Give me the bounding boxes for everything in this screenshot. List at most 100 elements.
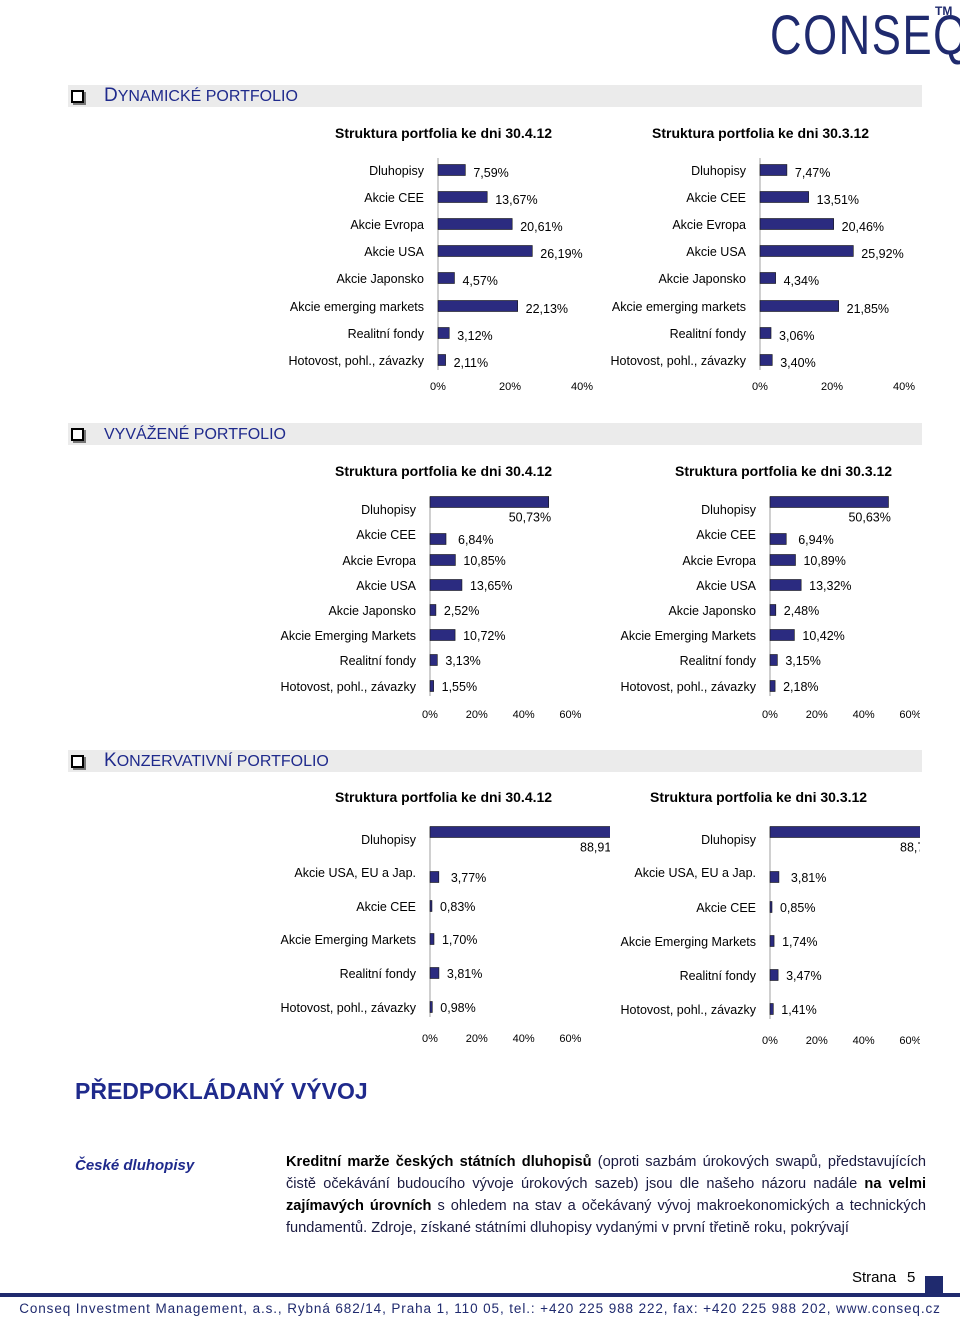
data-bar — [429, 554, 456, 566]
data-label: 3,15% — [785, 654, 820, 668]
chart-title: Struktura portfolia ke dni 30.4.12 — [335, 125, 552, 141]
logo-text: CONSEQ — [770, 3, 960, 66]
tick-label: 0% — [752, 381, 768, 393]
chart-conservative-april: Struktura portfolia ke dni 30.4.12 Dluhop… — [281, 789, 610, 1045]
data-label: 0,98% — [440, 1001, 475, 1015]
data-label: 7,47% — [795, 166, 830, 180]
data-bar — [429, 826, 610, 838]
tick-label: 20% — [466, 1033, 488, 1045]
category-label: Realitní fondy — [670, 327, 747, 341]
category-label: Dluhopisy — [701, 503, 757, 517]
category-label: Realitní fondy — [340, 654, 417, 668]
category-label: Hotovost, pohl., závazky — [611, 354, 747, 368]
data-bar — [769, 680, 776, 692]
data-label: 6,84% — [458, 533, 493, 547]
footer-contact: Conseq Investment Management, a.s., Rybn… — [19, 1301, 941, 1316]
tick-label: 40% — [513, 709, 535, 721]
chart-title: Struktura portfolia ke dni 30.4.12 — [335, 789, 552, 805]
tick-label: 20% — [806, 1035, 828, 1047]
category-label: Akcie Japonsko — [668, 604, 756, 618]
section-title: KONZERVATIVNÍ PORTFOLIO — [104, 750, 329, 771]
chart-conservative-march: Struktura portfolia ke dni 30.3.12 Dluhop… — [621, 789, 920, 1047]
section-balanced: VYVÁŽENÉ PORTFOLIO — [68, 423, 922, 445]
category-label: Akcie CEE — [696, 901, 756, 915]
data-label: 0,83% — [440, 900, 475, 914]
data-label: 20,46% — [842, 220, 884, 234]
chart-balanced-april: Struktura portfolia ke dni 30.4.12 Dluhop… — [281, 463, 582, 721]
data-label: 0,85% — [780, 901, 815, 915]
category-label: Akcie Emerging Markets — [281, 933, 416, 947]
data-bar — [759, 327, 772, 339]
chart-dynamic-march: Struktura portfolia ke dni 30.3.12 Dluhop… — [611, 125, 916, 393]
data-bar — [769, 554, 796, 566]
data-label: 13,65% — [470, 579, 512, 593]
tick-label: 40% — [853, 1035, 875, 1047]
category-label: Akcie Evropa — [672, 218, 746, 232]
data-bar — [437, 164, 466, 176]
category-label: Dluhopisy — [691, 164, 747, 178]
data-bar — [437, 272, 455, 284]
data-bar — [769, 533, 787, 545]
data-bar — [437, 245, 533, 257]
category-label: Dluhopisy — [361, 833, 417, 847]
section-dynamic: DYNAMICKÉ PORTFOLIO — [68, 85, 922, 107]
tick-label: 0% — [762, 1035, 778, 1047]
tick-label: 60% — [559, 1033, 581, 1045]
data-label: 2,18% — [783, 680, 818, 694]
data-label: 3,77% — [451, 871, 486, 885]
data-bar — [429, 871, 440, 883]
category-label: Hotovost, pohl., závazky — [281, 1001, 417, 1015]
data-bar — [769, 1003, 774, 1015]
category-label: Hotovost, pohl., závazky — [289, 354, 425, 368]
data-bar — [429, 496, 550, 508]
data-label: 7,59% — [473, 166, 508, 180]
category-label: Akcie Japonsko — [658, 272, 746, 286]
data-label: 6,94% — [798, 533, 833, 547]
checkbox-bullet-icon — [71, 755, 84, 768]
data-label: 2,52% — [444, 604, 479, 618]
data-bar — [437, 327, 450, 339]
chart-title: Struktura portfolia ke dni 30.4.12 — [335, 463, 552, 479]
data-bar — [759, 245, 854, 257]
data-bar — [759, 218, 834, 230]
category-label: Akcie Japonsko — [336, 272, 424, 286]
data-bar — [769, 654, 778, 666]
data-label: 25,92% — [861, 247, 903, 261]
data-bar — [429, 900, 433, 912]
section-title: DYNAMICKÉ PORTFOLIO — [104, 85, 298, 106]
data-bar — [769, 826, 920, 838]
data-bar — [769, 935, 775, 947]
trademark: TM — [935, 4, 953, 18]
tick-label: 40% — [893, 381, 915, 393]
data-label: 3,12% — [457, 329, 492, 343]
data-label: 3,40% — [780, 356, 815, 370]
chart-title: Struktura portfolia ke dni 30.3.12 — [650, 789, 867, 805]
data-bar — [769, 496, 889, 508]
chart-title: Struktura portfolia ke dni 30.3.12 — [652, 125, 869, 141]
data-label: 1,70% — [442, 933, 477, 947]
category-label: Akcie Emerging Markets — [621, 935, 756, 949]
data-bar — [429, 933, 435, 945]
data-bar — [437, 354, 446, 366]
category-label: Akcie emerging markets — [612, 300, 746, 314]
data-label: 3,13% — [445, 654, 480, 668]
outlook-heading: PŘEDPOKLÁDANÝ VÝVOJ — [75, 1078, 368, 1104]
section-conservative: KONZERVATIVNÍ PORTFOLIO — [68, 750, 922, 772]
data-label: 21,85% — [847, 302, 889, 316]
corner-mark — [925, 1276, 943, 1294]
data-bar — [759, 300, 839, 312]
category-label: Akcie USA — [686, 245, 746, 259]
data-label: 4,57% — [462, 274, 497, 288]
category-label: Dluhopisy — [361, 503, 417, 517]
category-label: Realitní fondy — [348, 327, 425, 341]
section-title: VYVÁŽENÉ PORTFOLIO — [104, 426, 286, 443]
data-label: 3,47% — [786, 969, 821, 983]
data-bar — [769, 604, 777, 616]
chart-dynamic-april: Struktura portfolia ke dni 30.4.12 Dluhop… — [289, 125, 594, 393]
data-label: 10,85% — [463, 554, 505, 568]
category-label: Akcie emerging markets — [290, 300, 424, 314]
data-label: 13,51% — [817, 193, 859, 207]
data-label: 10,42% — [802, 629, 844, 643]
tick-label: 20% — [821, 381, 843, 393]
data-bar — [759, 354, 773, 366]
